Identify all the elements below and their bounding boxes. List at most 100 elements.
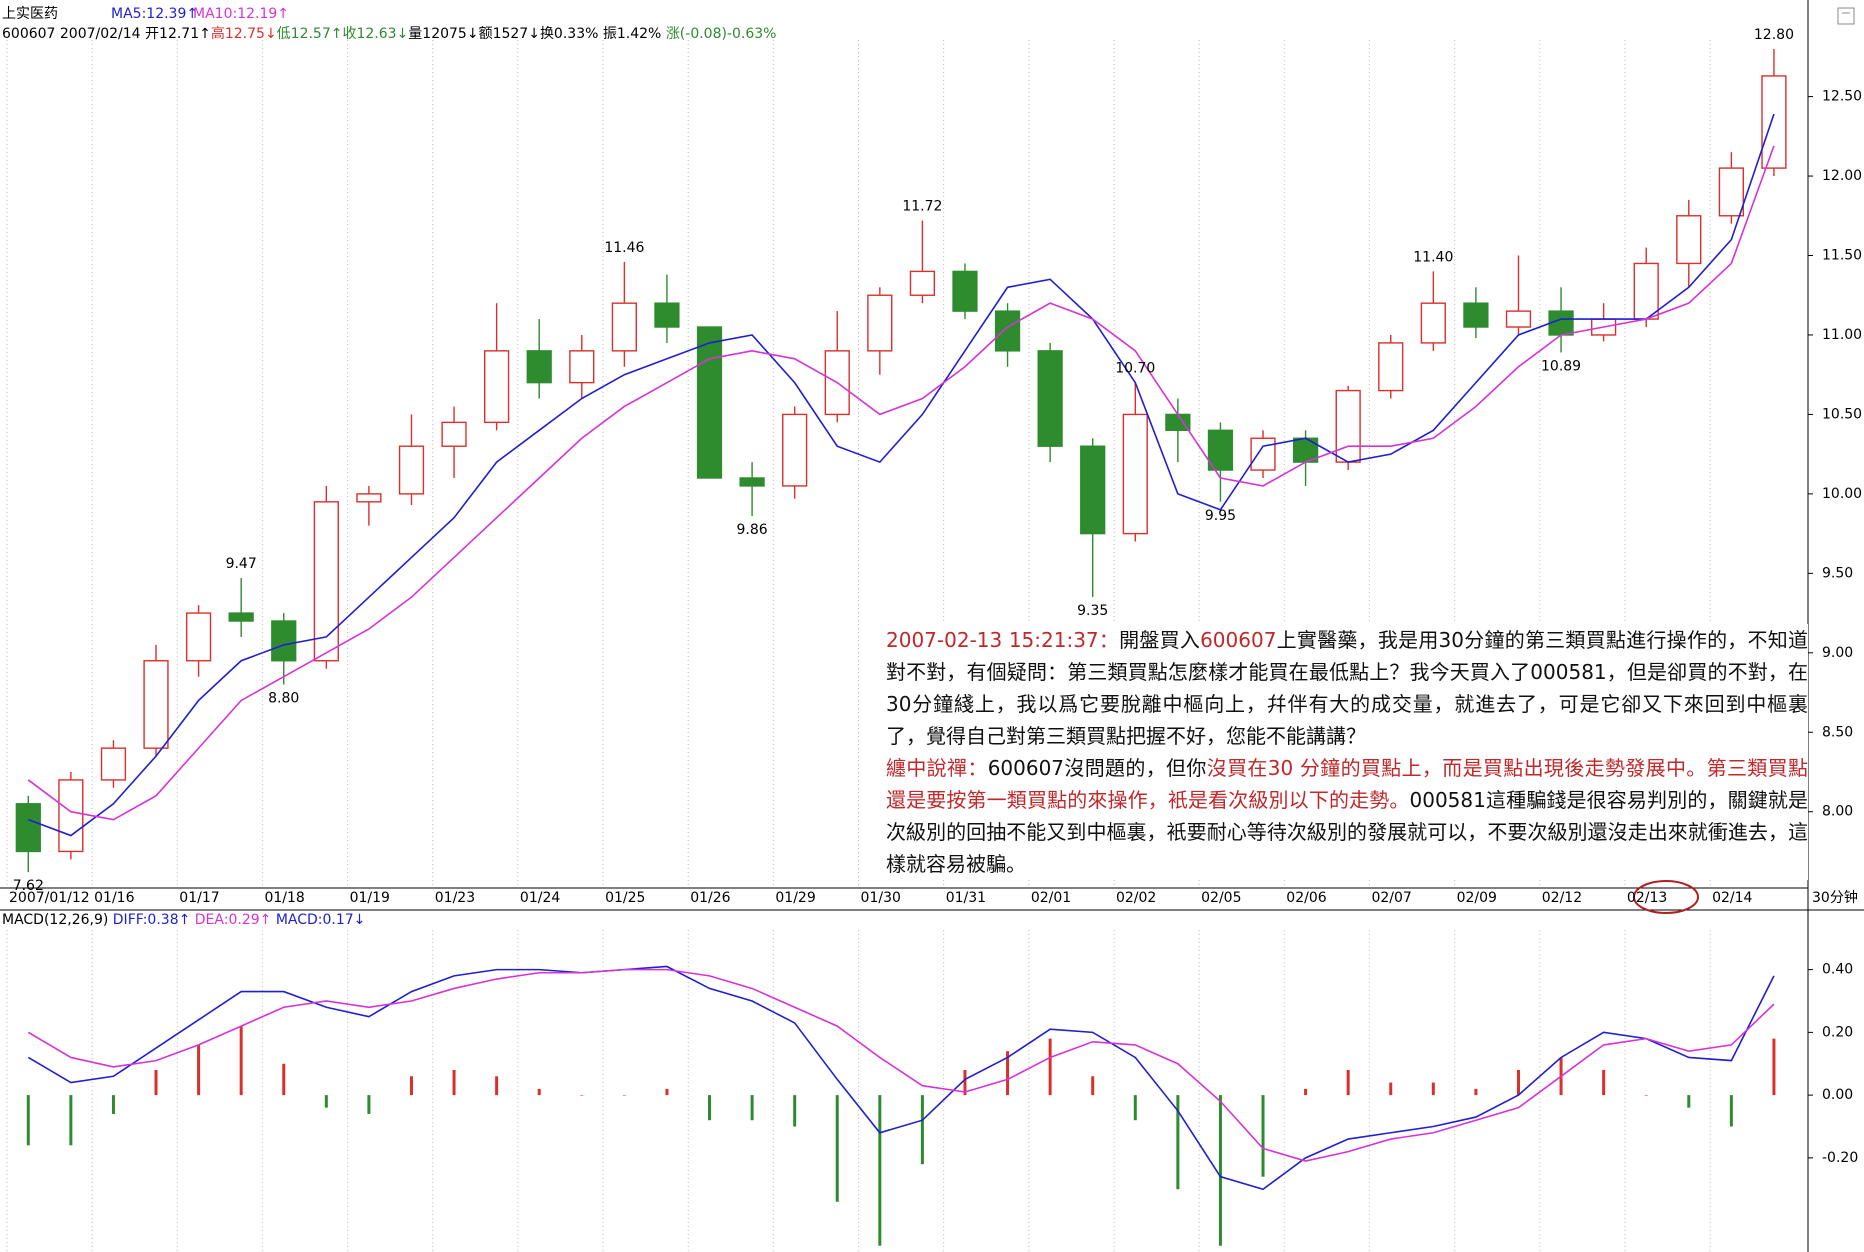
stock-name: 上实医药	[2, 6, 58, 22]
x-tick-label: 02/02	[1116, 890, 1156, 906]
macd-bar	[1006, 1051, 1010, 1096]
header-item: MACD:0.17↓	[276, 912, 366, 928]
candle-body	[1548, 310, 1574, 336]
candle-body	[909, 270, 936, 296]
x-tick-label: 01/26	[690, 890, 730, 906]
x-tick-label: 01/23	[435, 890, 475, 906]
header-line: 600607 2007/02/14 开12.71↑高12.75↓低12.57↑收…	[2, 25, 777, 42]
macd-bar	[1602, 1070, 1606, 1096]
candle-body	[1250, 437, 1276, 471]
indicator-line	[27, 145, 1775, 821]
indicator-line	[28, 113, 1775, 837]
x-tick-label: 02/05	[1201, 890, 1241, 906]
header-item: 开12.71↑	[145, 26, 211, 42]
macd-bar	[1261, 1095, 1265, 1177]
highlight-circle	[1633, 880, 1699, 914]
note-paragraph: 2007-02-13 15:21:37：開盤買入600607上實醫藥，我是用30…	[886, 624, 1808, 752]
macd-bar	[367, 1095, 371, 1114]
header-item: 涨(-0.08)-0.63%	[666, 26, 777, 42]
y-tick-label: 9.50	[1822, 565, 1853, 581]
candle-body	[1378, 342, 1404, 392]
x-tick-label: 01/19	[350, 890, 390, 906]
x-tick-label: 01/24	[520, 890, 560, 906]
candle-body	[484, 350, 510, 424]
y-tick-label: 12.00	[1822, 168, 1862, 184]
macd-bar	[1346, 1070, 1350, 1096]
note-run: 上實醫藥，我是用30分鐘的第三類買點進行操作的，不知道對不對，有個疑問：第三類買…	[886, 628, 1809, 748]
x-tick-label: 01/29	[775, 890, 815, 906]
candle-body	[1505, 310, 1532, 328]
x-tick-label: 01/31	[946, 890, 986, 906]
note-run: 纏中說禪：	[886, 756, 988, 780]
header-item: DIFF:0.38↑	[113, 912, 195, 928]
price-annotation: 9.35	[1077, 603, 1108, 619]
x-tick-label: 01/18	[264, 890, 304, 906]
ma-legend: MA10:12.19↑	[193, 6, 289, 22]
macd-bar	[708, 1095, 712, 1121]
x-tick-label: 01/25	[605, 890, 645, 906]
price-annotation: 10.70	[1115, 361, 1155, 377]
x-tick-label: 02/09	[1457, 890, 1497, 906]
note-run: 000581這種騙錢是很容易判別的，關鍵就是次級別的回抽不能又到中樞裏，衹要耐心…	[886, 788, 1808, 876]
macd-bar	[1176, 1095, 1180, 1190]
comment-box: 2007-02-13 15:21:37：開盤買入600607上實醫藥，我是用30…	[886, 624, 1808, 880]
x-tick-label: 02/01	[1031, 890, 1071, 906]
y-tick-label: 0.00	[1822, 1087, 1853, 1103]
price-annotation: 12.80	[1754, 27, 1794, 43]
y-tick-label: -0.20	[1822, 1150, 1858, 1166]
candle-body	[994, 310, 1021, 352]
macd-bar	[69, 1095, 73, 1146]
candle-body	[1420, 302, 1446, 344]
candle-body	[398, 445, 425, 495]
header-item: 量12075↓	[408, 26, 478, 42]
macd-bar	[26, 1095, 30, 1146]
macd-bar	[282, 1063, 286, 1096]
candle-body	[100, 747, 127, 781]
header-item: DEA:0.29↑	[195, 912, 276, 928]
candle-body	[1761, 75, 1787, 169]
ma-legend: MA5:12.39↑	[111, 6, 198, 22]
macd-bar	[1431, 1082, 1435, 1096]
period-label: 30分钟	[1812, 889, 1858, 906]
y-tick-label: 11.00	[1822, 327, 1862, 343]
price-annotation: 11.72	[902, 199, 942, 215]
note-run: 600607沒問題的，但你	[987, 756, 1207, 780]
macd-bar	[750, 1095, 754, 1121]
macd-bar	[665, 1088, 669, 1096]
macd-bar	[878, 1095, 882, 1246]
x-tick-label: 01/30	[861, 890, 901, 906]
candle-body	[1080, 445, 1106, 535]
candle-body	[58, 779, 84, 853]
price-annotation: 9.86	[737, 522, 768, 538]
x-tick-label: 02/13	[1627, 890, 1667, 906]
header-item: 额1527↓	[479, 26, 540, 42]
macd-bar	[1218, 1095, 1222, 1246]
price-annotation: 11.46	[604, 240, 644, 256]
candle-body	[1633, 262, 1659, 320]
y-tick-label: 8.50	[1822, 724, 1853, 740]
macd-bar	[1091, 1076, 1095, 1096]
candle-body	[143, 660, 169, 749]
y-tick-label: 12.50	[1822, 89, 1862, 105]
candle-body	[526, 350, 552, 384]
note-run: 2007-02-13 15:21:37：	[886, 628, 1120, 652]
x-tick-label: 01/16	[94, 890, 134, 906]
price-annotation: 9.47	[226, 556, 257, 572]
macd-bar	[197, 1044, 201, 1096]
candle-body	[654, 302, 680, 328]
macd-bar	[409, 1076, 413, 1096]
candle-body	[271, 620, 297, 662]
macd-bar	[111, 1095, 115, 1114]
candle-body	[1122, 413, 1148, 535]
header-item: 低12.57↑	[277, 26, 343, 42]
header-item: 换0.33%	[540, 25, 603, 42]
macd-bar	[452, 1070, 456, 1096]
candle-body	[1037, 350, 1063, 447]
macd-bar	[1048, 1038, 1052, 1096]
y-tick-label: 8.00	[1822, 804, 1853, 820]
window-icon[interactable]	[1837, 7, 1855, 25]
price-annotation: 11.40	[1413, 249, 1453, 265]
header-item: 收12.63↓	[342, 26, 408, 42]
y-tick-label: 0.20	[1822, 1024, 1853, 1040]
